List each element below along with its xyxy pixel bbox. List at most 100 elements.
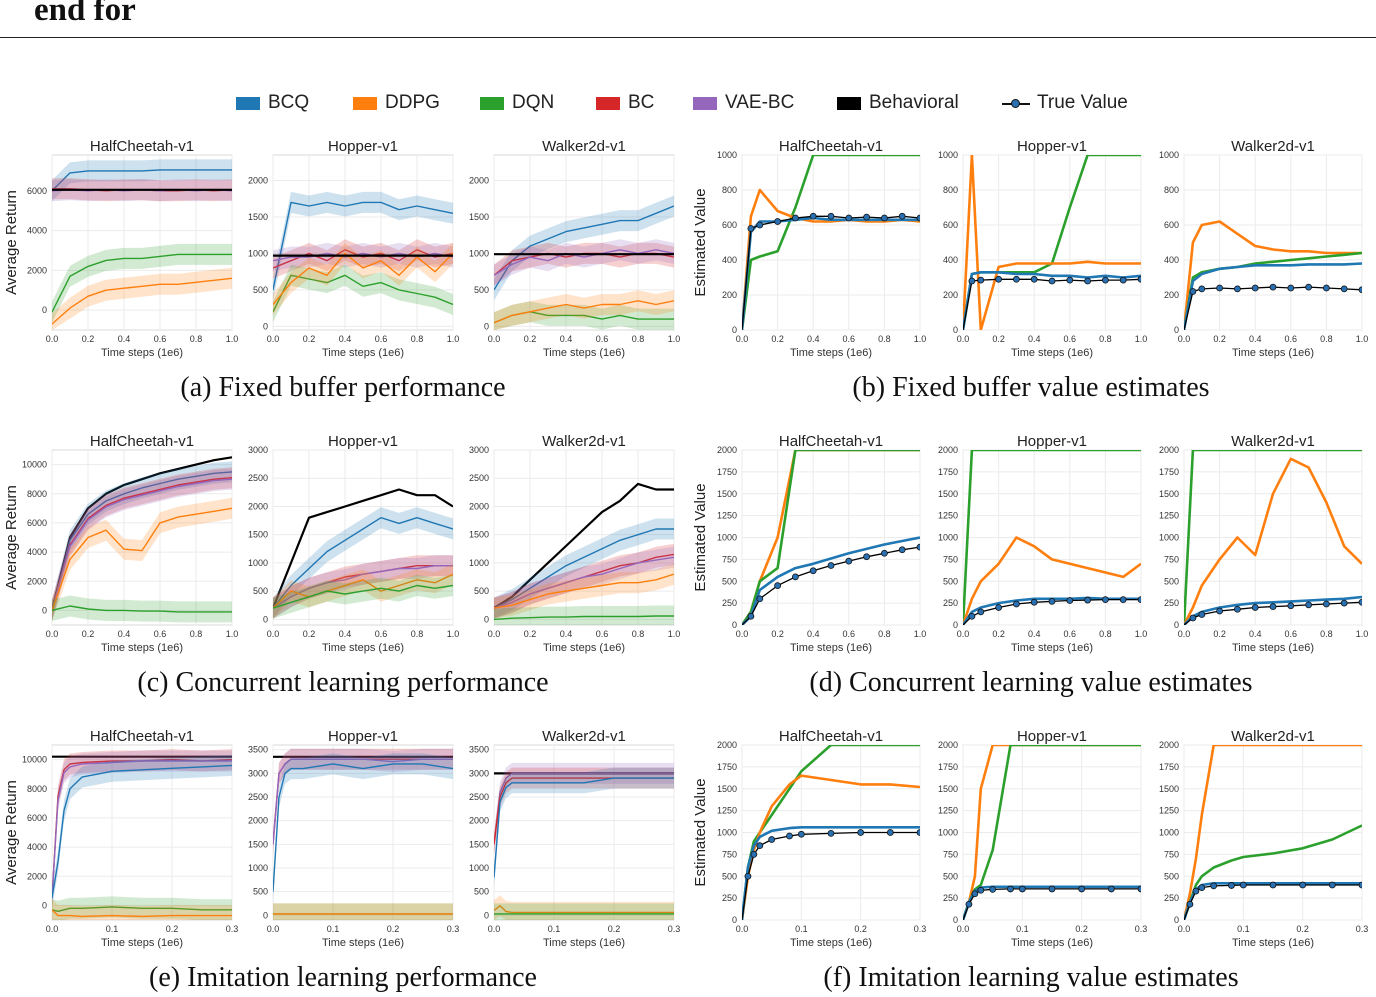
true-value-marker (1210, 882, 1218, 890)
true-value-marker (968, 612, 976, 620)
x-tick-label: 1.0 (1135, 629, 1148, 639)
x-axis-label: Time steps (1e6) (790, 642, 872, 654)
x-tick-label: 1.0 (447, 334, 460, 344)
x-tick-label: 0.0 (736, 924, 749, 934)
band-bcq (494, 518, 674, 619)
x-tick-label: 0.2 (303, 629, 316, 639)
band-vae-bc (52, 468, 232, 621)
series-line-ddpg (494, 300, 674, 324)
x-tick-label: 0.4 (339, 334, 352, 344)
true-value-marker (863, 213, 870, 221)
y-axis-label: Estimated Value (692, 188, 709, 296)
true-value-marker (1251, 284, 1259, 292)
x-tick-label: 0.0 (1178, 924, 1191, 934)
series-line-ddpg (963, 536, 1141, 625)
x-tick-label: 0.0 (957, 924, 970, 934)
y-tick-label: 1000 (938, 533, 958, 543)
series-line-ddpg (52, 277, 232, 325)
x-tick-label: 0.2 (992, 629, 1005, 639)
y-tick-label: 500 (722, 576, 737, 586)
x-axis-label: Time steps (1e6) (101, 642, 183, 654)
x-tick-label: 0.4 (1028, 629, 1041, 639)
x-tick-label: 0.6 (596, 629, 609, 639)
band-dqn (494, 903, 674, 920)
header-rule (0, 37, 1376, 38)
legend-label: DQN (512, 92, 555, 113)
y-tick-label: 1250 (717, 806, 737, 816)
true-value-marker (1287, 284, 1295, 292)
band-vae-bc (494, 762, 674, 855)
y-tick-label: 0 (1174, 915, 1179, 925)
y-tick-label: 250 (1164, 893, 1179, 903)
x-axis-label: Time steps (1e6) (1011, 937, 1093, 949)
x-tick-label: 0.8 (190, 629, 203, 639)
y-tick-label: 800 (943, 185, 958, 195)
true-value-marker (827, 212, 835, 220)
y-tick-label: 2500 (248, 792, 268, 802)
true-value-marker (1030, 598, 1038, 606)
band-ddpg (273, 903, 453, 920)
x-axis-label: Time steps (1e6) (543, 347, 625, 359)
plot-marks (1184, 220, 1362, 330)
y-tick-label: 600 (1164, 220, 1179, 230)
band-vae-bc (273, 242, 453, 272)
chart-title: Walker2d-v1 (1231, 728, 1315, 745)
y-tick-label: 1000 (248, 863, 268, 873)
true-value-marker (1239, 881, 1247, 889)
x-tick-label: 0.2 (992, 334, 1005, 344)
chart-b1: 0.0 0.2 0.4 0.6 0.8 1.0 0 200 400 600 800 1000 HalfC… (692, 138, 926, 359)
y-tick-label: 2000 (27, 265, 47, 275)
x-axis-label: Time steps (1e6) (1011, 347, 1093, 359)
true-value-marker (1299, 881, 1307, 889)
x-tick-label: 0.3 (226, 924, 239, 934)
true-value-marker (881, 549, 888, 557)
legend-swatch (236, 96, 260, 110)
true-value-marker (809, 212, 817, 220)
series-line-vae-bc (494, 556, 674, 609)
plot-marks (273, 748, 453, 920)
band-bc (273, 555, 453, 619)
y-tick-label: 800 (1164, 185, 1179, 195)
band-dqn (273, 903, 453, 920)
y-tick-label: 2000 (938, 740, 958, 750)
series-line-vae-bc (52, 760, 232, 899)
plot-marks (963, 155, 1141, 330)
y-tick-label: 1000 (248, 248, 268, 258)
x-tick-label: 0.4 (339, 629, 352, 639)
y-tick-label: 750 (943, 554, 958, 564)
true-value-marker (1358, 286, 1362, 294)
y-tick-label: 1000 (248, 558, 268, 568)
true-value-marker (1287, 602, 1295, 610)
y-tick-label: 1000 (717, 828, 737, 838)
legend-swatch (596, 96, 620, 110)
y-tick-label: 1000 (469, 248, 489, 258)
true-value-marker (1234, 285, 1241, 293)
y-axis-label: Average Return (3, 780, 20, 885)
x-tick-label: 0.0 (736, 334, 749, 344)
series-line-ddpg (1184, 457, 1362, 625)
y-tick-label: 2500 (469, 473, 489, 483)
true-value-marker (1192, 887, 1200, 895)
chart-title: HalfCheetah-v1 (90, 728, 194, 745)
x-tick-label: 0.6 (375, 334, 388, 344)
series-line-dqn (742, 450, 920, 625)
y-tick-label: 2000 (27, 871, 47, 881)
series-line-bcq (963, 271, 1141, 330)
y-axis-label: Estimated Value (692, 778, 709, 886)
series-line-bcq (494, 528, 674, 609)
x-tick-label: 0.6 (1285, 334, 1298, 344)
caption-a: (a) Fixed buffer performance (180, 372, 506, 403)
true-value-marker (797, 830, 805, 838)
true-value-marker (768, 836, 776, 843)
y-tick-label: 0 (732, 325, 737, 335)
y-tick-label: 2000 (469, 501, 489, 511)
y-tick-label: 3500 (469, 745, 489, 755)
x-tick-label: 1.0 (447, 629, 460, 639)
x-tick-label: 0.1 (327, 924, 340, 934)
plot-marks (742, 745, 920, 920)
true-value-marker (1251, 604, 1259, 611)
y-tick-label: 1000 (938, 150, 958, 160)
x-tick-label: 0.0 (957, 629, 970, 639)
y-tick-label: 1500 (248, 212, 268, 222)
x-tick-label: 0.4 (1028, 334, 1041, 344)
